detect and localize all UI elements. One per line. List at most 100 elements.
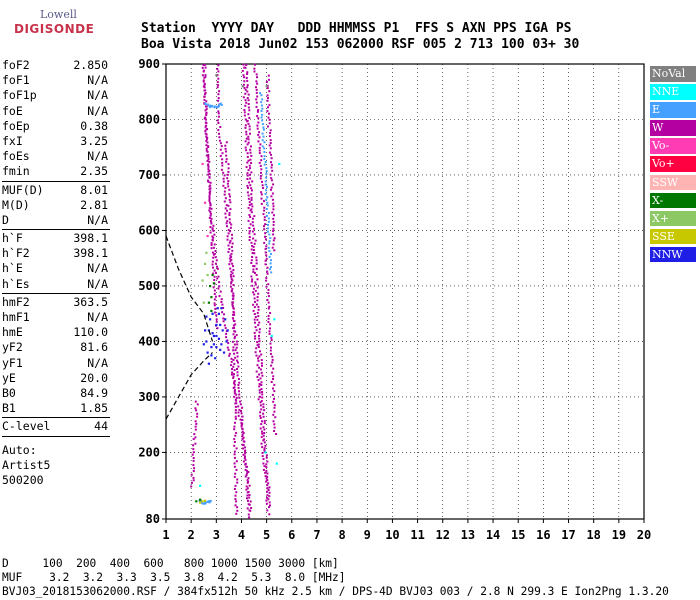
param-name: M(D): [2, 197, 30, 212]
echo-point: [267, 498, 270, 501]
echo-point: [205, 144, 208, 147]
echo-point: [234, 415, 237, 418]
echo-point: [265, 172, 268, 175]
echo-point: [226, 235, 229, 238]
echo-point: [233, 373, 235, 376]
echo-point: [230, 357, 233, 360]
echo-point: [213, 289, 216, 292]
echo-point: [259, 92, 262, 95]
echo-point: [232, 292, 235, 295]
echo-point: [266, 185, 268, 188]
ionogram-chart: 1 2 3 4 5 6 7 8 9 10 11 12 13 14 15 16 17 18 19 20802003004…: [138, 57, 651, 542]
echo-point: [191, 481, 193, 484]
header-time-value: 153 062000 RSF: [305, 37, 415, 52]
echo-point: [259, 143, 262, 146]
echo-point: [253, 215, 256, 218]
echo-point: [267, 314, 270, 317]
echo-point: [264, 238, 267, 241]
echo-point: [224, 327, 227, 330]
echo-point: [266, 270, 269, 273]
echo-point: [228, 212, 231, 215]
echo-point: [250, 145, 252, 148]
echo-point: [251, 252, 254, 254]
echo-point: [246, 86, 249, 89]
echo-point: [218, 90, 221, 93]
echo-point: [268, 491, 271, 494]
echo-point: [214, 311, 217, 314]
echo-point: [259, 177, 262, 180]
echo-point: [256, 127, 259, 130]
echo-point: [209, 219, 212, 222]
echo-point: [236, 509, 239, 512]
echo-point: [252, 237, 255, 240]
echo-point: [261, 184, 264, 187]
echo-point: [248, 116, 251, 119]
echo-point: [246, 71, 249, 74]
echo-point: [214, 357, 217, 360]
echo-point: [265, 276, 268, 279]
echo-point: [243, 114, 246, 117]
echo-point: [246, 497, 248, 500]
echo-point: [209, 212, 212, 215]
echo-point: [247, 513, 250, 516]
param-name: foF1p: [2, 88, 37, 103]
echo-point: [271, 393, 274, 396]
param-row: hmF2 363.5: [2, 295, 110, 310]
echo-point: [216, 307, 219, 310]
echo-point: [241, 69, 244, 72]
echo-point: [201, 279, 204, 282]
legend: NoVal NNE E W Vo- Vo+ SSW X- X+ SSE NNW: [650, 66, 696, 265]
echo-point: [242, 447, 244, 450]
echo-point: [257, 324, 260, 327]
echo-point: [219, 148, 222, 151]
echo-point: [234, 421, 236, 424]
echo-point: [208, 191, 211, 194]
echo-point: [253, 318, 256, 321]
echo-point: [272, 420, 275, 423]
logo-line1: Lowell: [40, 8, 77, 21]
echo-point: [207, 158, 210, 161]
echo-point: [231, 262, 234, 265]
echo-point: [265, 208, 268, 210]
echo-point: [244, 146, 247, 149]
echo-point: [234, 398, 237, 401]
echo-point: [260, 423, 263, 426]
echo-point: [264, 183, 267, 186]
echo-point: [249, 151, 252, 154]
echo-point: [241, 406, 244, 409]
echo-point: [220, 168, 223, 171]
echo-point: [236, 343, 239, 346]
param-name: hmF2: [2, 294, 30, 309]
echo-point: [254, 63, 256, 66]
echo-point: [244, 126, 247, 129]
echo-point: [205, 139, 208, 142]
echo-point: [265, 285, 268, 288]
echo-point: [256, 110, 259, 113]
echo-point: [244, 66, 247, 69]
echo-point: [203, 76, 206, 79]
footer: D 100 200 400 600 800 1000 1500 3000 [km…: [2, 557, 669, 599]
echo-point: [204, 116, 207, 119]
echo-point: [266, 94, 269, 97]
echo-point: [241, 433, 244, 436]
echo-point: [212, 286, 215, 289]
echo-point: [260, 101, 263, 104]
echo-point: [264, 232, 267, 235]
echo-point: [207, 146, 210, 148]
echo-point: [259, 377, 262, 380]
echo-point: [266, 110, 269, 113]
echo-point: [248, 128, 251, 131]
echo-point: [257, 292, 260, 295]
echo-point: [207, 179, 209, 182]
echo-point: [254, 289, 257, 292]
echo-point: [268, 495, 271, 498]
echo-point: [229, 260, 232, 263]
echo-point: [236, 359, 238, 362]
echo-point: [255, 98, 258, 101]
echo-point: [228, 214, 231, 216]
echo-point: [227, 170, 230, 173]
echo-point: [260, 197, 263, 200]
echo-point: [231, 303, 234, 306]
echo-point: [217, 312, 220, 315]
echo-point: [217, 112, 220, 115]
